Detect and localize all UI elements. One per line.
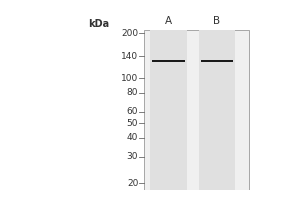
Bar: [150, 30, 187, 190]
Bar: [201, 60, 233, 62]
Text: 60: 60: [127, 107, 138, 116]
Text: kDa: kDa: [88, 19, 109, 29]
Bar: [152, 60, 184, 62]
Text: B: B: [213, 16, 220, 26]
Bar: [199, 30, 235, 190]
Text: 30: 30: [127, 152, 138, 161]
Text: 100: 100: [121, 74, 138, 83]
Bar: [144, 30, 249, 190]
Text: 40: 40: [127, 133, 138, 142]
Text: 50: 50: [127, 119, 138, 128]
Text: A: A: [165, 16, 172, 26]
Text: 80: 80: [127, 88, 138, 97]
Text: 20: 20: [127, 179, 138, 188]
Text: 140: 140: [121, 52, 138, 61]
Text: 200: 200: [121, 29, 138, 38]
